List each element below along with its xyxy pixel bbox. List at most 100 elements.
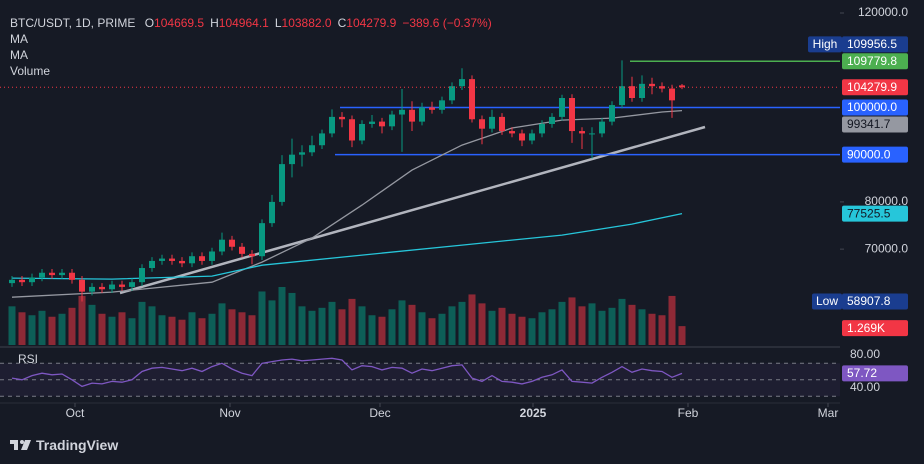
x-tick-label: Oct bbox=[66, 406, 85, 420]
volume-bar bbox=[308, 310, 316, 345]
indicator[interactable]: MA bbox=[10, 32, 28, 46]
x-tick-label: 2025 bbox=[520, 406, 547, 420]
candle-body bbox=[329, 116, 335, 134]
level-label: 100000.0 bbox=[847, 100, 897, 114]
volume-bar bbox=[368, 315, 376, 345]
volume-bar bbox=[68, 307, 76, 345]
candle-body bbox=[479, 119, 485, 129]
volume-bar bbox=[618, 298, 626, 345]
brand-logo bbox=[10, 440, 31, 450]
volume-bar bbox=[668, 295, 676, 345]
volume-bar bbox=[398, 300, 406, 345]
ohlc-value: 104964.1 bbox=[218, 16, 269, 30]
candle-body bbox=[59, 272, 65, 276]
candle-body bbox=[379, 121, 385, 127]
ma-value-box bbox=[842, 205, 908, 222]
volume-bar bbox=[518, 316, 526, 345]
volume-bar bbox=[428, 318, 436, 345]
candle-body bbox=[409, 109, 415, 122]
volume-bar bbox=[88, 304, 96, 345]
candle-body bbox=[649, 83, 655, 87]
ohlc-label: H bbox=[210, 16, 219, 30]
ma-value: 77525.5 bbox=[847, 206, 891, 220]
level-label-box bbox=[842, 146, 908, 163]
candle-body bbox=[319, 133, 325, 146]
candle-body bbox=[309, 145, 315, 153]
candle-body bbox=[419, 107, 425, 122]
candle-body bbox=[49, 272, 55, 276]
volume-bar bbox=[548, 309, 556, 345]
moving-average bbox=[11, 212, 683, 280]
price-change: −389.6 (−0.37%) bbox=[402, 16, 492, 30]
volume-bar bbox=[298, 306, 306, 345]
volume-bar bbox=[8, 306, 16, 345]
candle-body bbox=[119, 284, 125, 287]
ohlc-value: 104279.9 bbox=[346, 16, 397, 30]
volume-bar bbox=[458, 301, 466, 345]
candle-body bbox=[159, 258, 165, 261]
volume-bar bbox=[418, 312, 426, 345]
y-tick-label: 80000.0 bbox=[865, 194, 909, 208]
x-tick-label: Nov bbox=[219, 406, 240, 420]
candle-body bbox=[659, 86, 665, 89]
symbol-row: BTC/USDT, 1D, PRIME O104669.5 H104964.1 L1… bbox=[10, 15, 492, 31]
candle-body bbox=[599, 121, 605, 134]
candle-body bbox=[429, 107, 435, 110]
volume-bar bbox=[258, 291, 266, 345]
candle-body bbox=[209, 251, 215, 261]
volume-bar bbox=[608, 307, 616, 345]
candle-body bbox=[399, 109, 405, 115]
volume-value: 1.269K bbox=[847, 321, 885, 335]
logo-part bbox=[14, 440, 18, 450]
candle-body bbox=[19, 279, 25, 283]
volume-bar bbox=[568, 297, 576, 345]
candle-body bbox=[469, 79, 475, 120]
candle-body bbox=[69, 272, 75, 280]
candle-body bbox=[229, 239, 235, 247]
volume-bar bbox=[648, 313, 656, 345]
volume-bar bbox=[438, 313, 446, 345]
logo-part bbox=[20, 440, 24, 444]
volume-bar bbox=[208, 313, 216, 345]
candle-body bbox=[629, 86, 635, 98]
y-tick-label: 120000.0 bbox=[858, 5, 908, 19]
last-price-box bbox=[842, 79, 908, 96]
level-label: 90000.0 bbox=[847, 147, 891, 161]
candle-body bbox=[559, 97, 565, 117]
ohlc-value: 104669.5 bbox=[154, 16, 205, 30]
volume-bar bbox=[508, 313, 516, 345]
candle-body bbox=[29, 277, 35, 283]
brand-name[interactable]: TradingView bbox=[36, 437, 119, 453]
high-label-box bbox=[808, 36, 842, 53]
volume-bar bbox=[628, 304, 636, 345]
logo-part bbox=[21, 440, 31, 450]
ohlc-value: 103882.0 bbox=[281, 16, 332, 30]
volume-bar bbox=[108, 316, 116, 345]
candle-body bbox=[489, 116, 495, 129]
volume-bar bbox=[678, 326, 686, 345]
volume-bar bbox=[178, 319, 186, 345]
high-label: High bbox=[813, 37, 838, 51]
indicator[interactable]: Volume bbox=[10, 64, 51, 78]
candle-body bbox=[439, 100, 445, 110]
candle-body bbox=[459, 79, 465, 87]
volume-bar bbox=[228, 309, 236, 345]
indicator[interactable]: MA bbox=[10, 48, 28, 62]
volume-bar bbox=[38, 310, 46, 345]
volume-value-box bbox=[842, 320, 908, 337]
volume-bar bbox=[658, 315, 666, 345]
volume-bar bbox=[358, 306, 366, 345]
ohlc-label: O bbox=[144, 16, 155, 30]
candle-body bbox=[179, 260, 185, 264]
price-axis: 120000.0 80000.0 70000.0 Oct Nov Dec 2025 Feb Ma… bbox=[66, 5, 909, 420]
volume-bar bbox=[468, 294, 476, 345]
volume-bar bbox=[28, 315, 36, 345]
candle-body bbox=[519, 133, 525, 141]
candle-body bbox=[619, 86, 625, 106]
candle-body bbox=[39, 272, 45, 278]
rsi-value: 57.72 bbox=[847, 366, 877, 380]
volume-bar bbox=[408, 304, 416, 345]
candle-body bbox=[389, 114, 395, 127]
volume-bar bbox=[218, 303, 226, 345]
